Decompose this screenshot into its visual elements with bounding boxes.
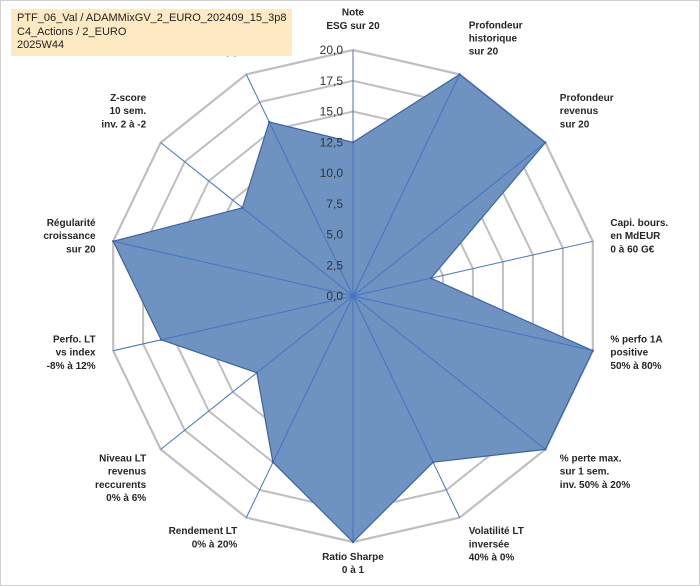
category-label-12: Z-score 10 sem. inv. 2 à -2 xyxy=(101,93,146,130)
spoke-2 xyxy=(352,142,546,297)
data-point-12 xyxy=(241,206,244,209)
category-label-2-line-2: sur 20 xyxy=(560,119,590,130)
category-label-7-line-0: Ratio Sharpe xyxy=(322,552,384,563)
category-label-8-line-0: Rendement LT xyxy=(169,526,238,537)
category-label-8: Rendement LT 0% à 20% xyxy=(169,526,238,550)
data-point-10 xyxy=(159,338,163,341)
data-point-3 xyxy=(429,277,433,280)
data-point-4 xyxy=(591,349,594,352)
tick-label-2: 5,0 xyxy=(326,228,343,242)
tick-label-1: 2,5 xyxy=(326,258,343,272)
category-label-4-line-0: % perfo 1A xyxy=(610,335,662,346)
category-label-0-line-0: Note xyxy=(342,8,365,19)
data-point-2 xyxy=(544,141,547,144)
spoke-13 xyxy=(245,74,354,297)
category-label-12-line-2: inv. 2 à -2 xyxy=(101,119,146,130)
spoke-8 xyxy=(245,295,354,518)
tick-label-8: 20,0 xyxy=(320,43,344,57)
data-point-6 xyxy=(431,461,435,464)
data-point-13 xyxy=(268,120,271,124)
category-label-5-line-1: sur 1 sem. xyxy=(560,467,610,478)
category-label-3: Capi. bours. en MdEUR 0 à 60 G€ xyxy=(610,218,668,255)
chart-title-box: PTF_06_Val / ADAMMixGV_2_EURO_202409_15_… xyxy=(11,9,293,56)
tick-label-7: 17,5 xyxy=(320,74,344,88)
category-label-3-line-2: 0 à 60 G€ xyxy=(610,244,654,255)
category-label-1-line-1: historique xyxy=(469,34,518,45)
category-label-11-line-2: sur 20 xyxy=(66,244,96,255)
category-label-5-line-0: % perte max. xyxy=(560,453,622,464)
tick-label-6: 15,0 xyxy=(320,105,344,119)
category-labels: Note ESG sur 20 Profondeur historique sur 20… xyxy=(43,8,668,577)
spoke-12 xyxy=(160,142,354,297)
title-line-1: PTF_06_Val / ADAMMixGV_2_EURO_202409_15_… xyxy=(17,12,287,24)
data-point-8 xyxy=(271,461,275,464)
data-point-5 xyxy=(544,448,547,451)
category-label-8-line-1: 0% à 20% xyxy=(192,539,238,550)
category-label-2-line-1: revenus xyxy=(560,106,599,117)
data-point-7 xyxy=(351,540,355,544)
category-label-9-line-2: reccurents xyxy=(95,480,147,491)
tick-labels: 0,0 2,5 5,0 7,5 10,0 12,5 15,0 17,5 20,0 xyxy=(320,43,344,303)
category-label-3-line-0: Capi. bours. xyxy=(610,218,668,229)
category-label-9: Niveau LT revenus reccurents 0% à 6% xyxy=(95,453,147,504)
tick-label-5: 12,5 xyxy=(320,135,344,149)
category-label-12-line-1: 10 sem. xyxy=(109,106,146,117)
tick-label-3: 7,5 xyxy=(326,197,343,211)
data-point-11 xyxy=(112,240,115,243)
spoke-4 xyxy=(352,295,593,352)
spoke-5 xyxy=(352,295,546,450)
category-label-5: % perte max. sur 1 sem. inv. 50% à 20% xyxy=(560,453,631,490)
category-label-4: % perfo 1A positive 50% à 80% xyxy=(610,335,662,372)
category-label-1-line-0: Profondeur xyxy=(469,20,523,31)
category-label-11: Régularité croissance sur 20 xyxy=(43,218,96,255)
category-label-6-line-0: Volatilité LT xyxy=(469,526,524,537)
category-label-6-line-2: 40% à 0% xyxy=(469,553,515,564)
category-label-12-line-0: Z-score xyxy=(110,93,147,104)
category-label-9-line-0: Niveau LT xyxy=(99,453,146,464)
category-label-3-line-1: en MdEUR xyxy=(610,231,661,242)
category-label-10-line-0: Perfo. LT xyxy=(53,335,96,346)
tick-label-4: 10,0 xyxy=(320,166,344,180)
category-label-4-line-1: positive xyxy=(610,348,648,359)
spoke-10 xyxy=(113,295,354,352)
data-points xyxy=(112,73,594,544)
category-label-1-line-2: sur 20 xyxy=(469,47,499,58)
category-label-4-line-2: 50% à 80% xyxy=(610,361,661,372)
category-label-10: Perfo. LT vs index -8% à 12% xyxy=(47,335,96,372)
title-line-2: C4_Actions / 2_EURO xyxy=(17,25,127,38)
spoke-11 xyxy=(113,240,354,297)
category-label-6-line-1: inversée xyxy=(469,539,510,550)
spoke-3 xyxy=(352,240,593,297)
radar-spokes xyxy=(113,50,593,542)
data-point-9 xyxy=(255,371,258,374)
category-label-2: Profondeur revenus sur 20 xyxy=(560,93,614,130)
category-label-10-line-1: vs index xyxy=(56,348,96,359)
category-label-0-line-1: ESG sur 20 xyxy=(326,21,380,32)
tick-label-0: 0,0 xyxy=(326,289,343,303)
spoke-6 xyxy=(352,295,461,518)
category-label-10-line-2: -8% à 12% xyxy=(47,361,96,372)
data-point-0 xyxy=(351,141,355,144)
category-label-7: Ratio Sharpe 0 à 1 xyxy=(322,552,384,576)
category-label-1: Profondeur historique sur 20 xyxy=(469,20,523,57)
category-label-5-line-2: inv. 50% à 20% xyxy=(560,480,631,491)
category-label-11-line-0: Régularité xyxy=(47,218,96,229)
category-label-9-line-1: revenus xyxy=(108,467,147,478)
category-label-11-line-1: croissance xyxy=(43,231,96,242)
data-point-1 xyxy=(458,73,461,76)
category-label-0: Note ESG sur 20 xyxy=(326,8,380,32)
title-line-3: 2025W44 xyxy=(17,39,65,51)
spoke-1 xyxy=(352,74,461,297)
category-label-2-line-0: Profondeur xyxy=(560,93,614,104)
category-label-9-line-3: 0% à 6% xyxy=(106,493,146,504)
category-label-6: Volatilité LT inversée 40% à 0% xyxy=(469,526,524,563)
category-label-7-line-1: 0 à 1 xyxy=(342,565,365,576)
